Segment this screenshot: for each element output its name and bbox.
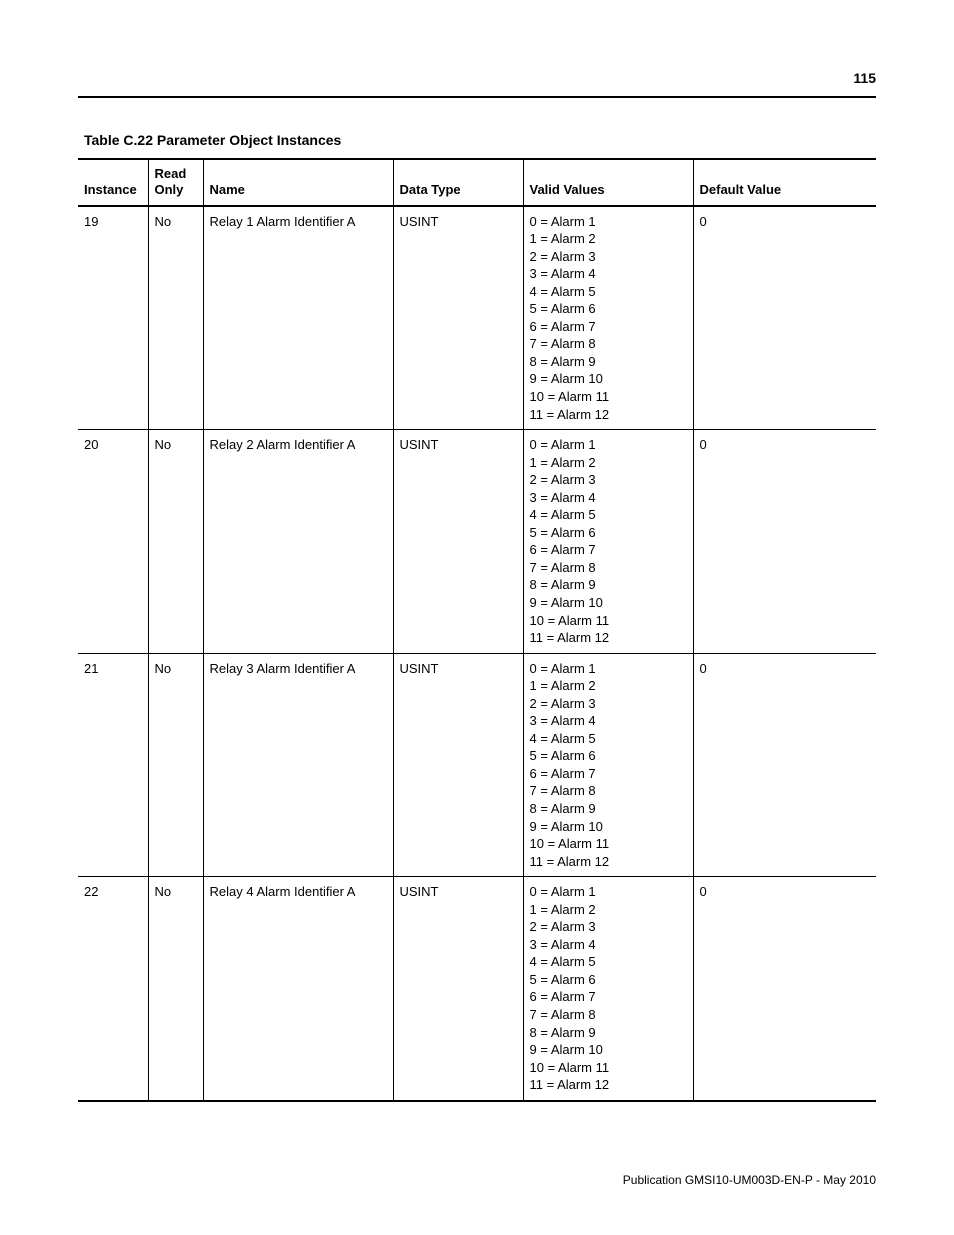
table-title: Table C.22 Parameter Object Instances	[78, 132, 876, 148]
valid-value-line: 9 = Alarm 10	[530, 818, 687, 836]
table-row: 21NoRelay 3 Alarm Identifier AUSINT0 = A…	[78, 653, 876, 877]
valid-value-line: 2 = Alarm 3	[530, 471, 687, 489]
valid-value-line: 0 = Alarm 1	[530, 660, 687, 678]
valid-value-line: 2 = Alarm 3	[530, 695, 687, 713]
cell-valid-values: 0 = Alarm 11 = Alarm 22 = Alarm 33 = Ala…	[523, 877, 693, 1101]
top-rule	[78, 96, 876, 98]
valid-value-line: 5 = Alarm 6	[530, 971, 687, 989]
valid-value-line: 10 = Alarm 11	[530, 1059, 687, 1077]
valid-value-line: 4 = Alarm 5	[530, 730, 687, 748]
valid-value-line: 6 = Alarm 7	[530, 765, 687, 783]
cell-default-value: 0	[693, 430, 876, 654]
valid-value-line: 3 = Alarm 4	[530, 265, 687, 283]
cell-data-type: USINT	[393, 430, 523, 654]
cell-data-type: USINT	[393, 206, 523, 430]
valid-value-line: 4 = Alarm 5	[530, 283, 687, 301]
valid-value-line: 0 = Alarm 1	[530, 436, 687, 454]
valid-value-line: 10 = Alarm 11	[530, 388, 687, 406]
valid-value-line: 9 = Alarm 10	[530, 370, 687, 388]
valid-value-line: 9 = Alarm 10	[530, 1041, 687, 1059]
valid-value-line: 9 = Alarm 10	[530, 594, 687, 612]
valid-value-line: 5 = Alarm 6	[530, 300, 687, 318]
page-number: 115	[78, 70, 876, 86]
cell-read-only: No	[148, 653, 203, 877]
col-header-name: Name	[203, 159, 393, 206]
valid-value-line: 3 = Alarm 4	[530, 712, 687, 730]
valid-value-line: 1 = Alarm 2	[530, 677, 687, 695]
valid-value-line: 3 = Alarm 4	[530, 936, 687, 954]
parameter-table: Instance Read Only Name Data Type Valid …	[78, 158, 876, 1102]
table-row: 22NoRelay 4 Alarm Identifier AUSINT0 = A…	[78, 877, 876, 1101]
valid-value-line: 7 = Alarm 8	[530, 1006, 687, 1024]
cell-data-type: USINT	[393, 877, 523, 1101]
cell-instance: 19	[78, 206, 148, 430]
cell-valid-values: 0 = Alarm 11 = Alarm 22 = Alarm 33 = Ala…	[523, 206, 693, 430]
valid-value-line: 11 = Alarm 12	[530, 853, 687, 871]
valid-value-line: 7 = Alarm 8	[530, 335, 687, 353]
cell-name: Relay 2 Alarm Identifier A	[203, 430, 393, 654]
cell-read-only: No	[148, 430, 203, 654]
valid-value-line: 6 = Alarm 7	[530, 318, 687, 336]
valid-value-line: 6 = Alarm 7	[530, 988, 687, 1006]
valid-value-line: 1 = Alarm 2	[530, 454, 687, 472]
valid-value-line: 8 = Alarm 9	[530, 1024, 687, 1042]
col-header-read-only-line1: Read	[155, 166, 187, 181]
cell-valid-values: 0 = Alarm 11 = Alarm 22 = Alarm 33 = Ala…	[523, 430, 693, 654]
cell-default-value: 0	[693, 206, 876, 430]
valid-value-line: 8 = Alarm 9	[530, 353, 687, 371]
table-header-row: Instance Read Only Name Data Type Valid …	[78, 159, 876, 206]
cell-instance: 22	[78, 877, 148, 1101]
valid-value-line: 2 = Alarm 3	[530, 248, 687, 266]
table-row: 19NoRelay 1 Alarm Identifier AUSINT0 = A…	[78, 206, 876, 430]
cell-valid-values: 0 = Alarm 11 = Alarm 22 = Alarm 33 = Ala…	[523, 653, 693, 877]
col-header-read-only: Read Only	[148, 159, 203, 206]
cell-read-only: No	[148, 877, 203, 1101]
valid-value-line: 10 = Alarm 11	[530, 612, 687, 630]
col-header-read-only-line2: Only	[155, 182, 184, 197]
valid-value-line: 6 = Alarm 7	[530, 541, 687, 559]
valid-value-line: 1 = Alarm 2	[530, 230, 687, 248]
col-header-instance: Instance	[78, 159, 148, 206]
valid-value-line: 7 = Alarm 8	[530, 782, 687, 800]
valid-value-line: 1 = Alarm 2	[530, 901, 687, 919]
cell-default-value: 0	[693, 877, 876, 1101]
valid-value-line: 0 = Alarm 1	[530, 213, 687, 231]
table-body: 19NoRelay 1 Alarm Identifier AUSINT0 = A…	[78, 206, 876, 1101]
valid-value-line: 8 = Alarm 9	[530, 800, 687, 818]
valid-value-line: 8 = Alarm 9	[530, 576, 687, 594]
valid-value-line: 11 = Alarm 12	[530, 629, 687, 647]
valid-value-line: 4 = Alarm 5	[530, 506, 687, 524]
valid-value-line: 4 = Alarm 5	[530, 953, 687, 971]
valid-value-line: 3 = Alarm 4	[530, 489, 687, 507]
col-header-data-type: Data Type	[393, 159, 523, 206]
valid-value-line: 5 = Alarm 6	[530, 524, 687, 542]
page-content: 115 Table C.22 Parameter Object Instance…	[0, 0, 954, 1142]
valid-value-line: 0 = Alarm 1	[530, 883, 687, 901]
cell-name: Relay 1 Alarm Identifier A	[203, 206, 393, 430]
cell-read-only: No	[148, 206, 203, 430]
cell-name: Relay 3 Alarm Identifier A	[203, 653, 393, 877]
cell-default-value: 0	[693, 653, 876, 877]
valid-value-line: 11 = Alarm 12	[530, 1076, 687, 1094]
valid-value-line: 2 = Alarm 3	[530, 918, 687, 936]
publication-footer: Publication GMSI10-UM003D-EN-P - May 201…	[623, 1173, 876, 1187]
cell-instance: 21	[78, 653, 148, 877]
col-header-valid-values: Valid Values	[523, 159, 693, 206]
table-row: 20NoRelay 2 Alarm Identifier AUSINT0 = A…	[78, 430, 876, 654]
valid-value-line: 10 = Alarm 11	[530, 835, 687, 853]
cell-instance: 20	[78, 430, 148, 654]
valid-value-line: 5 = Alarm 6	[530, 747, 687, 765]
valid-value-line: 7 = Alarm 8	[530, 559, 687, 577]
col-header-default-value: Default Value	[693, 159, 876, 206]
valid-value-line: 11 = Alarm 12	[530, 406, 687, 424]
cell-name: Relay 4 Alarm Identifier A	[203, 877, 393, 1101]
cell-data-type: USINT	[393, 653, 523, 877]
